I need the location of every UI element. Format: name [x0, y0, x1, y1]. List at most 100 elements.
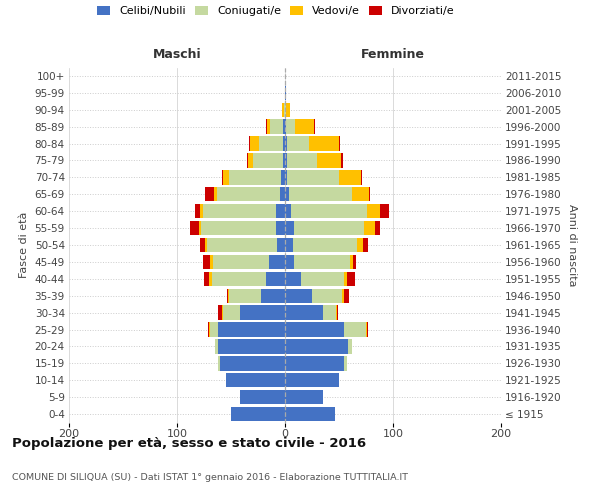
Text: Maschi: Maschi: [152, 48, 202, 60]
Bar: [205, 238, 207, 252]
Bar: [369, 187, 370, 202]
Bar: [270, 120, 283, 134]
Text: Popolazione per età, sesso e stato civile - 2016: Popolazione per età, sesso e stato civil…: [12, 438, 366, 450]
Bar: [344, 322, 366, 336]
Bar: [285, 204, 292, 218]
Bar: [287, 170, 339, 184]
Bar: [277, 221, 285, 236]
Bar: [314, 120, 315, 134]
Bar: [292, 204, 367, 218]
Bar: [212, 254, 269, 269]
Bar: [211, 322, 218, 336]
Y-axis label: Anni di nascita: Anni di nascita: [568, 204, 577, 286]
Bar: [261, 288, 285, 303]
Bar: [285, 322, 344, 336]
Bar: [269, 254, 285, 269]
Bar: [337, 306, 338, 320]
Bar: [367, 322, 368, 336]
Text: Femmine: Femmine: [361, 48, 425, 60]
Bar: [253, 154, 283, 168]
Bar: [220, 356, 285, 370]
Bar: [344, 288, 349, 303]
Bar: [205, 187, 214, 202]
Bar: [281, 170, 285, 184]
Bar: [352, 187, 369, 202]
Bar: [323, 306, 336, 320]
Bar: [200, 204, 203, 218]
Bar: [285, 356, 344, 370]
Bar: [364, 221, 374, 236]
Bar: [247, 154, 248, 168]
Bar: [293, 221, 364, 236]
Bar: [285, 102, 286, 117]
Bar: [284, 102, 285, 117]
Bar: [367, 204, 380, 218]
Bar: [285, 288, 312, 303]
Bar: [293, 254, 350, 269]
Bar: [239, 390, 285, 404]
Bar: [347, 272, 355, 286]
Bar: [295, 120, 314, 134]
Bar: [229, 288, 261, 303]
Bar: [285, 407, 335, 421]
Bar: [358, 238, 363, 252]
Bar: [285, 120, 286, 134]
Bar: [196, 204, 200, 218]
Legend: Celibi/Nubili, Coniugati/e, Vedovi/e, Divorziati/e: Celibi/Nubili, Coniugati/e, Vedovi/e, Di…: [97, 6, 455, 16]
Bar: [218, 306, 223, 320]
Bar: [285, 306, 323, 320]
Bar: [266, 272, 285, 286]
Bar: [203, 254, 211, 269]
Bar: [285, 390, 323, 404]
Bar: [283, 154, 285, 168]
Bar: [266, 120, 270, 134]
Bar: [218, 356, 220, 370]
Bar: [259, 136, 283, 151]
Bar: [283, 136, 285, 151]
Bar: [215, 339, 218, 353]
Bar: [190, 221, 199, 236]
Bar: [248, 154, 253, 168]
Bar: [208, 322, 209, 336]
Bar: [282, 102, 284, 117]
Bar: [227, 288, 228, 303]
Bar: [285, 154, 287, 168]
Bar: [200, 238, 205, 252]
Bar: [228, 288, 229, 303]
Bar: [361, 170, 362, 184]
Bar: [285, 187, 289, 202]
Bar: [301, 272, 344, 286]
Bar: [380, 204, 389, 218]
Bar: [223, 170, 229, 184]
Bar: [285, 254, 293, 269]
Bar: [239, 306, 285, 320]
Text: COMUNE DI SILIQUA (SU) - Dati ISTAT 1° gennaio 2016 - Elaborazione TUTTITALIA.IT: COMUNE DI SILIQUA (SU) - Dati ISTAT 1° g…: [12, 472, 408, 482]
Bar: [286, 102, 290, 117]
Bar: [344, 272, 347, 286]
Bar: [209, 272, 212, 286]
Bar: [285, 272, 301, 286]
Bar: [317, 154, 341, 168]
Bar: [229, 170, 281, 184]
Bar: [218, 322, 285, 336]
Bar: [339, 170, 361, 184]
Bar: [285, 238, 293, 252]
Bar: [277, 204, 285, 218]
Bar: [283, 120, 285, 134]
Y-axis label: Fasce di età: Fasce di età: [19, 212, 29, 278]
Bar: [347, 339, 352, 353]
Bar: [218, 339, 285, 353]
Bar: [209, 322, 211, 336]
Bar: [287, 136, 309, 151]
Bar: [336, 306, 337, 320]
Bar: [211, 254, 212, 269]
Bar: [285, 339, 347, 353]
Bar: [203, 204, 277, 218]
Bar: [285, 373, 339, 388]
Bar: [312, 288, 342, 303]
Bar: [217, 187, 280, 202]
Bar: [341, 154, 343, 168]
Bar: [285, 221, 293, 236]
Bar: [280, 187, 285, 202]
Bar: [286, 120, 295, 134]
